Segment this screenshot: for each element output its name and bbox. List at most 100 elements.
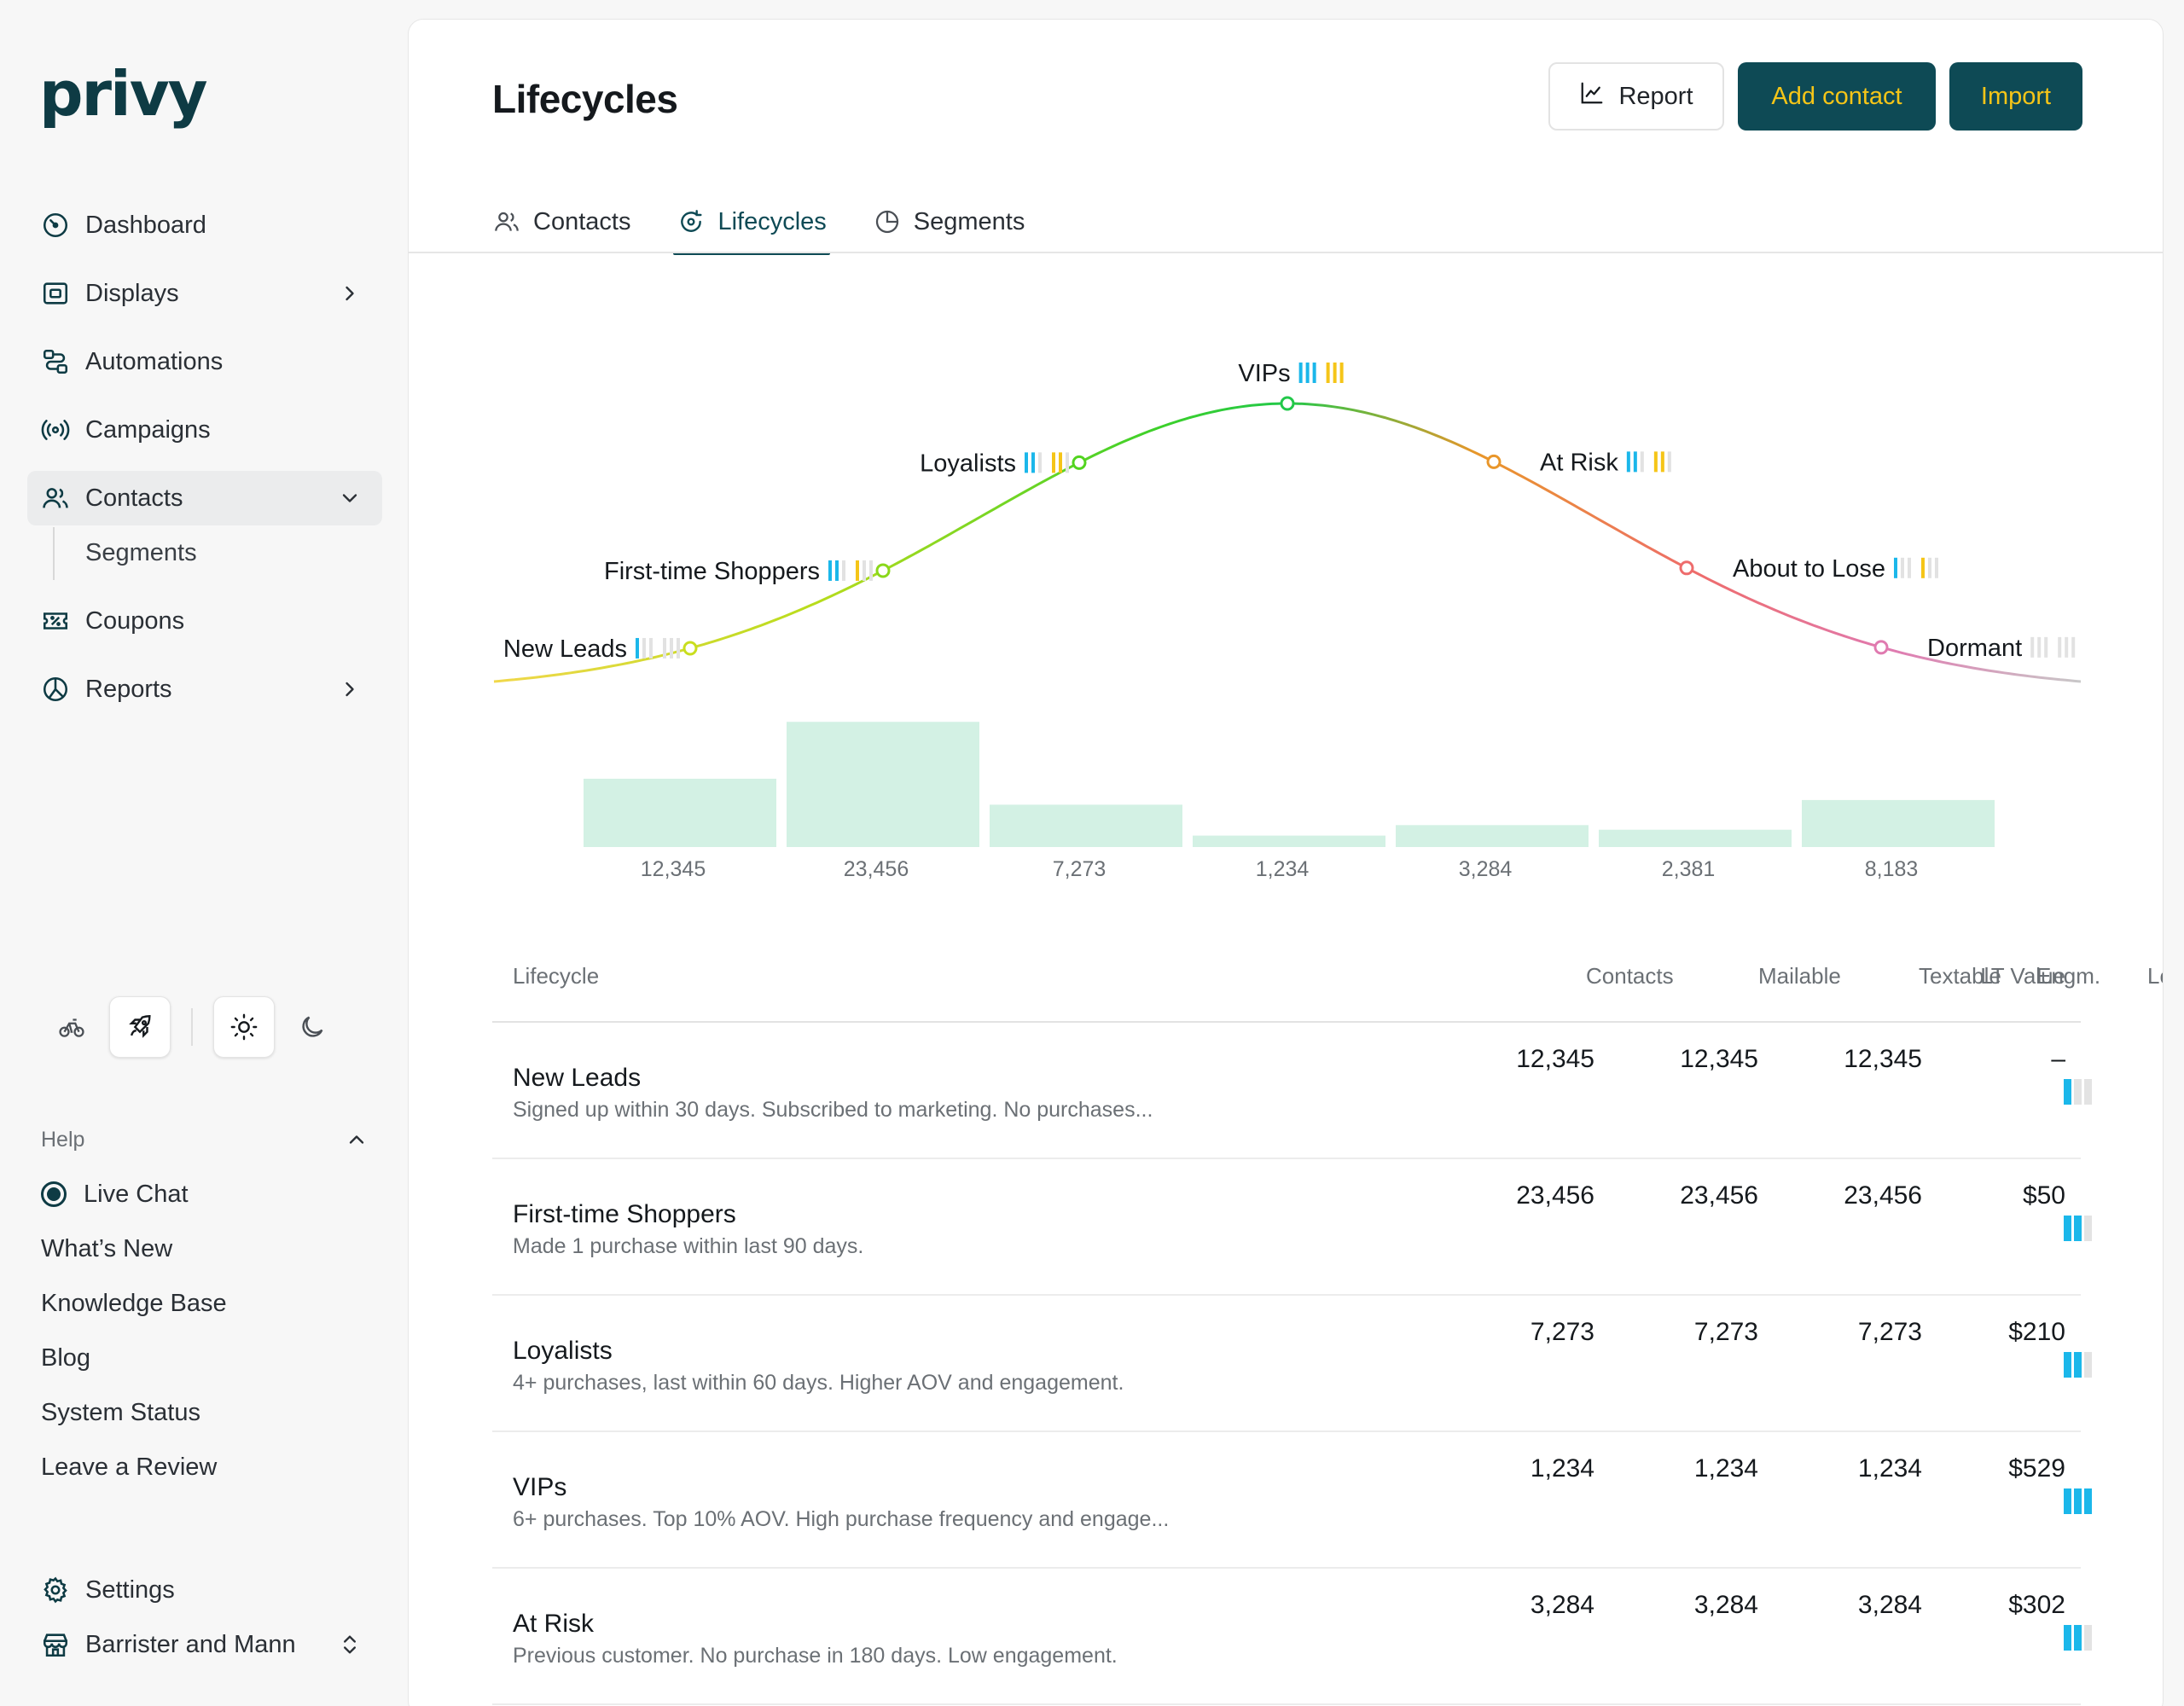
bar[interactable] (1599, 829, 1792, 847)
stage-point[interactable] (1280, 396, 1295, 411)
sidebar-item-label: Coupons (85, 606, 185, 635)
lifecycle-name: VIPs (513, 1473, 567, 1501)
help-item-blog[interactable]: Blog (41, 1343, 91, 1372)
lifecycle-curve (493, 402, 2082, 683)
divider (191, 1008, 193, 1046)
bar[interactable] (1396, 825, 1589, 847)
chevron-right-icon (338, 677, 362, 701)
sidebar-item-displays[interactable]: Displays (27, 266, 382, 321)
loyalty-meter (856, 560, 873, 581)
report-button[interactable]: Report (1548, 62, 1724, 131)
lifecycle-description: Signed up within 30 days. Subscribed to … (513, 1098, 1153, 1122)
table-row[interactable]: At Risk Previous customer. No purchase in… (492, 1569, 2092, 1705)
stage-point[interactable] (1072, 455, 1087, 470)
bar[interactable] (1802, 799, 1995, 847)
light-theme-button[interactable] (213, 996, 275, 1058)
privy-logo[interactable]: privy (39, 58, 208, 130)
lifecycle-description: 4+ purchases, last within 60 days. Highe… (513, 1371, 1124, 1395)
stage-point[interactable] (875, 563, 891, 578)
help-item-leave-review[interactable]: Leave a Review (41, 1453, 218, 1481)
stage-point[interactable] (1679, 560, 1694, 576)
stage-label[interactable]: At Risk (1540, 449, 1671, 476)
stage-name: At Risk (1540, 449, 1618, 476)
flow-icon (41, 347, 70, 376)
sidebar-item-reports[interactable]: Reports (27, 662, 382, 717)
tab-bar: Contacts Lifecycles Segments (492, 190, 1071, 255)
page-title: Lifecycles (492, 77, 678, 121)
broadcast-icon (41, 415, 70, 444)
column-header-lifecycle[interactable]: Lifecycle (513, 963, 600, 989)
textable-count: 7,273 (1857, 1318, 1922, 1346)
sidebar-item-label: Reports (85, 675, 172, 703)
loyalty-meter (1326, 363, 1344, 383)
mailable-count: 12,345 (1680, 1045, 1758, 1073)
help-item-live-chat[interactable]: Live Chat (41, 1172, 189, 1216)
help-item-knowledge-base[interactable]: Knowledge Base (41, 1289, 227, 1317)
column-header-loyalty[interactable]: Loyalty (2147, 963, 2163, 989)
column-header-contacts[interactable]: Contacts (1586, 963, 1674, 989)
account-name: Barrister and Mann (85, 1630, 296, 1658)
bike-mode-button[interactable] (41, 996, 102, 1058)
sidebar-subitem-segments[interactable]: Segments (85, 538, 197, 566)
stage-label[interactable]: Loyalists (920, 450, 1069, 477)
stage-name: First-time Shoppers (604, 558, 820, 585)
stage-label[interactable]: Dormant (1927, 635, 2076, 662)
lifecycle-name: First-time Shoppers (513, 1200, 736, 1228)
loyalty-meter (1653, 451, 1671, 473)
table-row[interactable]: First-time Shoppers Made 1 purchase withi… (492, 1159, 2092, 1296)
column-header-textable[interactable]: Textable (1919, 963, 2001, 989)
lifecycle-name: At Risk (513, 1610, 595, 1638)
import-button[interactable]: Import (1949, 62, 2082, 131)
tab-label: Contacts (533, 207, 631, 235)
add-contact-button[interactable]: Add contact (1738, 62, 1936, 131)
sidebar-item-dashboard[interactable]: Dashboard (27, 198, 382, 252)
help-item-system-status[interactable]: System Status (41, 1398, 200, 1426)
help-section-toggle[interactable]: Help (41, 1123, 369, 1157)
stage-name: New Leads (503, 635, 627, 663)
table-row[interactable]: VIPs 6+ purchases. Top 10% AOV. High purc… (492, 1432, 2092, 1569)
line-chart-icon (1579, 80, 1605, 113)
stage-point[interactable] (1486, 454, 1502, 469)
chevron-right-icon (338, 281, 362, 305)
table-row[interactable]: New Leads Signed up within 30 days. Subsc… (492, 1023, 2092, 1159)
sidebar-item-coupons[interactable]: Coupons (27, 594, 382, 648)
lifecycle-description: Previous customer. No purchase in 180 da… (513, 1644, 1118, 1668)
stage-label[interactable]: About to Lose (1733, 555, 1938, 583)
sidebar-item-campaigns[interactable]: Campaigns (27, 403, 382, 457)
bar-value-label: 7,273 (1053, 857, 1107, 881)
column-header-mailable[interactable]: Mailable (1758, 963, 1841, 989)
submenu-guide-line (53, 527, 55, 580)
column-header-lt-value[interactable]: LT Value (1980, 963, 2065, 989)
tab-segments[interactable]: Segments (873, 190, 1025, 253)
account-switcher[interactable]: Barrister and Mann (27, 1617, 382, 1672)
textable-count: 23,456 (1844, 1181, 1922, 1210)
storefront-icon (41, 1630, 70, 1659)
help-item-whats-new[interactable]: What’s New (41, 1234, 173, 1262)
table-row[interactable]: Loyalists 4+ purchases, last within 60 da… (492, 1296, 2092, 1432)
bar[interactable] (584, 778, 776, 847)
dark-theme-button[interactable] (282, 996, 343, 1058)
rocket-mode-button[interactable] (109, 996, 171, 1058)
sidebar: privy Dashboard Displays Automations Cam… (0, 0, 408, 1706)
sidebar-item-settings[interactable]: Settings (27, 1563, 382, 1617)
stage-label[interactable]: New Leads (503, 635, 680, 663)
column-header-engagement[interactable]: Engm. (2036, 963, 2101, 989)
bar-value-label: 8,183 (1865, 857, 1919, 881)
gear-icon (41, 1575, 70, 1604)
engagement-meter (2064, 1488, 2092, 1514)
stage-label[interactable]: VIPs (1238, 360, 1344, 387)
sidebar-item-contacts[interactable]: Contacts (27, 471, 382, 525)
contacts-count: 7,273 (1530, 1318, 1594, 1346)
bar[interactable] (1193, 835, 1385, 847)
contacts-count: 1,234 (1530, 1454, 1594, 1483)
stage-point[interactable] (1873, 640, 1889, 655)
stage-label[interactable]: First-time Shoppers (604, 558, 873, 585)
tab-contacts[interactable]: Contacts (492, 190, 630, 253)
bar[interactable] (787, 722, 979, 847)
mode-switcher (41, 996, 343, 1058)
tab-lifecycles[interactable]: Lifecycles (673, 190, 831, 255)
stage-point[interactable] (682, 641, 698, 656)
bike-icon (59, 1018, 84, 1037)
bar[interactable] (990, 804, 1182, 847)
sidebar-item-automations[interactable]: Automations (27, 334, 382, 389)
